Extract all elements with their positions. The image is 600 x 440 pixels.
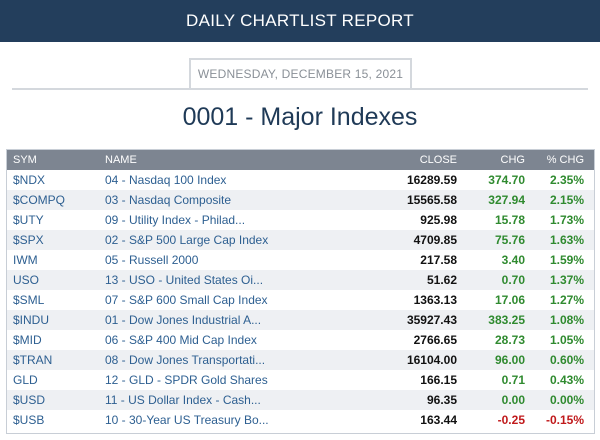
close-value: 51.62 xyxy=(426,273,457,287)
change-value: 17.06 xyxy=(494,293,525,307)
column-header-name[interactable]: NAME xyxy=(105,154,137,166)
symbol-link[interactable]: $SPX xyxy=(13,233,44,247)
column-header-sym[interactable]: SYM xyxy=(13,154,37,166)
report-header-title: DAILY CHARTLIST REPORT xyxy=(186,11,414,30)
table-header: SYM NAME CLOSE CHG % CHG xyxy=(7,150,594,170)
change-value: 96.00 xyxy=(494,353,525,367)
pct-change-value: 1.73% xyxy=(549,213,584,227)
pct-change-value: 2.35% xyxy=(549,173,584,187)
table-row: $UTY 09 - Utility Index - Philad... 925.98… xyxy=(7,210,594,230)
table-row: $SML 07 - S&P 600 Small Cap Index 1363.13 1… xyxy=(7,290,594,310)
close-value: 96.35 xyxy=(426,393,457,407)
symbol-link[interactable]: $USD xyxy=(13,393,46,407)
symbol-link[interactable]: $MID xyxy=(13,333,42,347)
indexes-table: SYM NAME CLOSE CHG % CHG $NDX 04 - Nasdaq… xyxy=(6,149,595,434)
close-value: 163.44 xyxy=(420,413,457,427)
table-row: $USB 10 - 30-Year US Treasury Bo... 163.44… xyxy=(7,410,594,430)
change-value: 0.71 xyxy=(501,373,525,387)
table-row: $MID 06 - S&P 400 Mid Cap Index 2766.65 28.… xyxy=(7,330,594,350)
name-link[interactable]: 06 - S&P 400 Mid Cap Index xyxy=(105,333,257,347)
pct-change-value: 1.08% xyxy=(549,313,584,327)
name-link[interactable]: 10 - 30-Year US Treasury Bo... xyxy=(105,413,269,427)
close-value: 1363.13 xyxy=(413,293,457,307)
name-link[interactable]: 05 - Russell 2000 xyxy=(105,253,199,267)
change-value: 327.94 xyxy=(488,193,525,207)
name-link[interactable]: 01 - Dow Jones Industrial A... xyxy=(105,313,262,327)
symbol-link[interactable]: $COMPQ xyxy=(13,193,66,207)
symbol-link[interactable]: $NDX xyxy=(13,173,46,187)
name-link[interactable]: 13 - USO - United States Oi... xyxy=(105,273,264,287)
change-value: 374.70 xyxy=(488,173,525,187)
table-row: $INDU 01 - Dow Jones Industrial A... 35927… xyxy=(7,310,594,330)
report-header: DAILY CHARTLIST REPORT xyxy=(0,0,600,42)
name-link[interactable]: 08 - Dow Jones Transportati... xyxy=(105,353,266,367)
report-date-label: WEDNESDAY, DECEMBER 15, 2021 xyxy=(197,67,404,81)
name-link[interactable]: 11 - US Dollar Index - Cash... xyxy=(105,393,261,407)
pct-change-value: 1.27% xyxy=(549,293,584,307)
change-value: 383.25 xyxy=(488,313,525,327)
symbol-link[interactable]: $UTY xyxy=(13,213,44,227)
table-row: GLD 12 - GLD - SPDR Gold Shares 166.15 0.71… xyxy=(7,370,594,390)
symbol-link[interactable]: IWM xyxy=(13,253,38,267)
pct-change-value: 2.15% xyxy=(549,193,584,207)
name-link[interactable]: 09 - Utility Index - Philad... xyxy=(105,213,246,227)
pct-change-value: -0.15% xyxy=(545,413,584,427)
change-value: 28.73 xyxy=(494,333,525,347)
column-header-chg[interactable]: CHG xyxy=(500,154,525,166)
close-value: 4709.85 xyxy=(413,233,457,247)
pct-change-value: 0.60% xyxy=(549,353,584,367)
pct-change-value: 0.00% xyxy=(549,393,584,407)
change-value: -0.25 xyxy=(497,413,525,427)
symbol-link[interactable]: USO xyxy=(13,273,40,287)
pct-change-value: 1.05% xyxy=(549,333,584,347)
change-value: 75.76 xyxy=(494,233,525,247)
table-row: IWM 05 - Russell 2000 217.58 3.40 1.59% xyxy=(7,250,594,270)
close-value: 2766.65 xyxy=(413,333,457,347)
symbol-link[interactable]: $USB xyxy=(13,413,45,427)
name-link[interactable]: 04 - Nasdaq 100 Index xyxy=(105,173,227,187)
pct-change-value: 1.63% xyxy=(549,233,584,247)
change-value: 0.00 xyxy=(501,393,525,407)
table-body: $NDX 04 - Nasdaq 100 Index 16289.59 374.70 2… xyxy=(7,170,594,430)
close-value: 15565.58 xyxy=(406,193,457,207)
change-value: 0.70 xyxy=(501,273,525,287)
pct-change-value: 1.37% xyxy=(549,273,584,287)
close-value: 166.15 xyxy=(420,373,457,387)
chartlist-title: 0001 - Major Indexes xyxy=(182,103,418,131)
change-value: 15.78 xyxy=(494,213,525,227)
table-row: $NDX 04 - Nasdaq 100 Index 16289.59 374.70 2… xyxy=(7,170,594,190)
table-row: $USD 11 - US Dollar Index - Cash... 96.35 0… xyxy=(7,390,594,410)
symbol-link[interactable]: $TRAN xyxy=(13,353,53,367)
report-date: WEDNESDAY, DECEMBER 15, 2021 xyxy=(189,58,412,88)
close-value: 16104.00 xyxy=(406,353,457,367)
symbol-link[interactable]: GLD xyxy=(13,373,38,387)
name-link[interactable]: 03 - Nasdaq Composite xyxy=(105,193,232,207)
close-value: 217.58 xyxy=(420,253,457,267)
column-header-close[interactable]: CLOSE xyxy=(419,154,457,166)
pct-change-value: 0.43% xyxy=(549,373,584,387)
close-value: 35927.43 xyxy=(406,313,457,327)
table-row: $SPX 02 - S&P 500 Large Cap Index 4709.85 7… xyxy=(7,230,594,250)
table-row: $TRAN 08 - Dow Jones Transportati... 16104… xyxy=(7,350,594,370)
close-value: 16289.59 xyxy=(406,173,457,187)
symbol-link[interactable]: $SML xyxy=(13,293,45,307)
table-row: $COMPQ 03 - Nasdaq Composite 15565.58 327.9… xyxy=(7,190,594,210)
name-link[interactable]: 12 - GLD - SPDR Gold Shares xyxy=(105,373,268,387)
date-divider xyxy=(12,88,588,90)
pct-change-value: 1.59% xyxy=(549,253,584,267)
change-value: 3.40 xyxy=(501,253,525,267)
table-row: USO 13 - USO - United States Oi... 51.62 0.… xyxy=(7,270,594,290)
close-value: 925.98 xyxy=(420,213,457,227)
symbol-link[interactable]: $INDU xyxy=(13,313,50,327)
column-header-pct-chg[interactable]: % CHG xyxy=(546,154,584,166)
name-link[interactable]: 02 - S&P 500 Large Cap Index xyxy=(105,233,269,247)
name-link[interactable]: 07 - S&P 600 Small Cap Index xyxy=(105,293,268,307)
